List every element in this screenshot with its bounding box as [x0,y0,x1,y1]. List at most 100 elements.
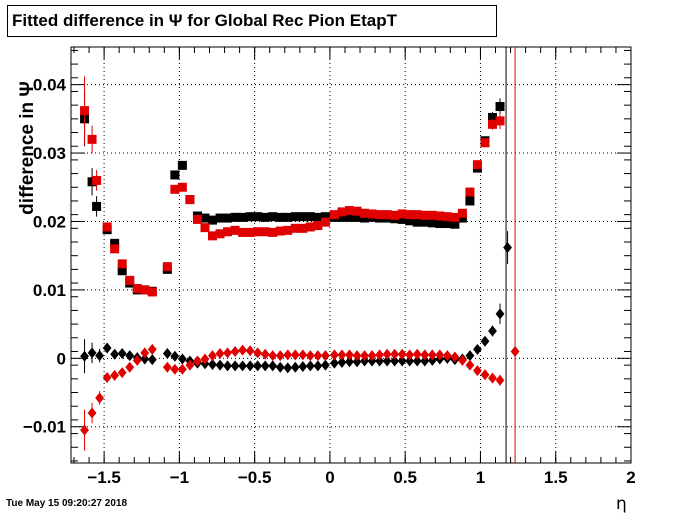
data-point-diamond [420,349,430,361]
data-point-diamond [140,353,150,365]
data-point-diamond [503,241,512,253]
data-point-square [435,211,445,221]
data-point-square [245,227,255,237]
data-point-square [360,213,370,223]
data-point-diamond [495,374,505,386]
data-point-square [102,222,112,232]
data-point-square [268,212,278,222]
data-point-diamond [238,344,248,356]
x-tick-label: −1 [170,468,189,487]
data-point-diamond [450,351,460,363]
data-point-square [140,285,150,295]
data-point-square [442,219,452,229]
data-point-square [337,207,347,217]
x-tick-label: −1.5 [87,468,121,487]
data-point-square [344,212,354,222]
data-point-square [480,138,490,148]
data-point-diamond [397,348,407,360]
data-point-square [87,134,97,144]
data-point-square [337,212,347,222]
data-point-square [200,223,210,233]
data-point-square [117,266,127,276]
data-point-square [162,262,172,272]
data-point-square [200,213,210,223]
data-point-diamond [465,350,475,362]
data-point-square [488,112,498,122]
data-point-square [223,227,233,237]
data-point-square [412,210,422,220]
data-point-diamond [345,356,354,368]
data-point-diamond [208,358,217,370]
data-point-diamond [275,350,285,362]
data-point-square [465,196,475,206]
data-point-diamond [313,360,323,372]
data-point-square [290,212,300,222]
data-point-diamond [125,350,135,362]
data-point-square [92,201,102,211]
data-point-diamond [260,348,270,360]
data-point-diamond [305,360,315,372]
data-point-diamond [117,348,127,360]
data-point-square [352,206,362,216]
data-point-square [450,219,460,229]
data-point-diamond [352,356,362,368]
data-point-diamond [397,355,407,367]
data-point-diamond [375,349,385,361]
data-point-diamond [193,355,202,367]
data-point-square [397,209,407,219]
data-point-square [298,223,308,233]
data-point-square [238,212,248,222]
timestamp: Tue May 15 09:20:27 2018 [6,498,128,509]
data-point-diamond [290,361,300,373]
data-point-square [457,213,467,223]
x-tick-label: 1 [476,468,485,487]
data-point-diamond [442,350,452,362]
data-point-diamond [435,349,445,361]
data-point-diamond [405,349,415,361]
data-point-diamond [488,372,497,384]
data-point-square [320,217,330,227]
data-point-diamond [275,361,285,373]
data-point-diamond [420,355,430,367]
data-point-diamond [298,349,308,361]
data-point-diamond [238,360,248,372]
data-point-square [298,212,308,222]
data-point-diamond [480,369,490,381]
data-point-square [382,210,392,220]
data-point-diamond [95,350,105,362]
data-point-square [87,177,97,187]
data-point-diamond [345,349,354,361]
data-point-square [238,227,248,237]
data-point-diamond [245,345,255,357]
x-tick-label: 0.5 [393,468,417,487]
data-point-square [344,206,354,216]
data-point-square [185,195,195,205]
data-point-diamond [352,350,362,362]
data-point-diamond [200,353,210,365]
data-point-diamond [473,343,482,355]
data-point-diamond [337,349,347,361]
data-point-square [427,210,437,220]
data-point-square [177,182,187,192]
data-point-diamond [230,360,240,372]
data-point-square [435,219,445,229]
data-point-square [313,212,323,222]
data-point-square [427,218,437,228]
data-point-diamond [215,348,225,360]
x-tick-label: −0.5 [238,468,272,487]
data-point-square [488,119,498,129]
data-point-square [405,210,415,220]
data-point-diamond [162,361,172,373]
data-point-diamond [87,347,97,359]
data-point-diamond [390,348,400,360]
data-point-diamond [465,359,475,371]
data-point-diamond [313,350,323,362]
x-tick-label: 0 [325,468,334,487]
data-point-diamond [510,345,520,357]
data-point-diamond [125,361,135,373]
data-point-square [412,217,422,227]
data-point-diamond [102,371,112,383]
data-point-diamond [170,363,180,375]
data-point-square [192,214,202,224]
